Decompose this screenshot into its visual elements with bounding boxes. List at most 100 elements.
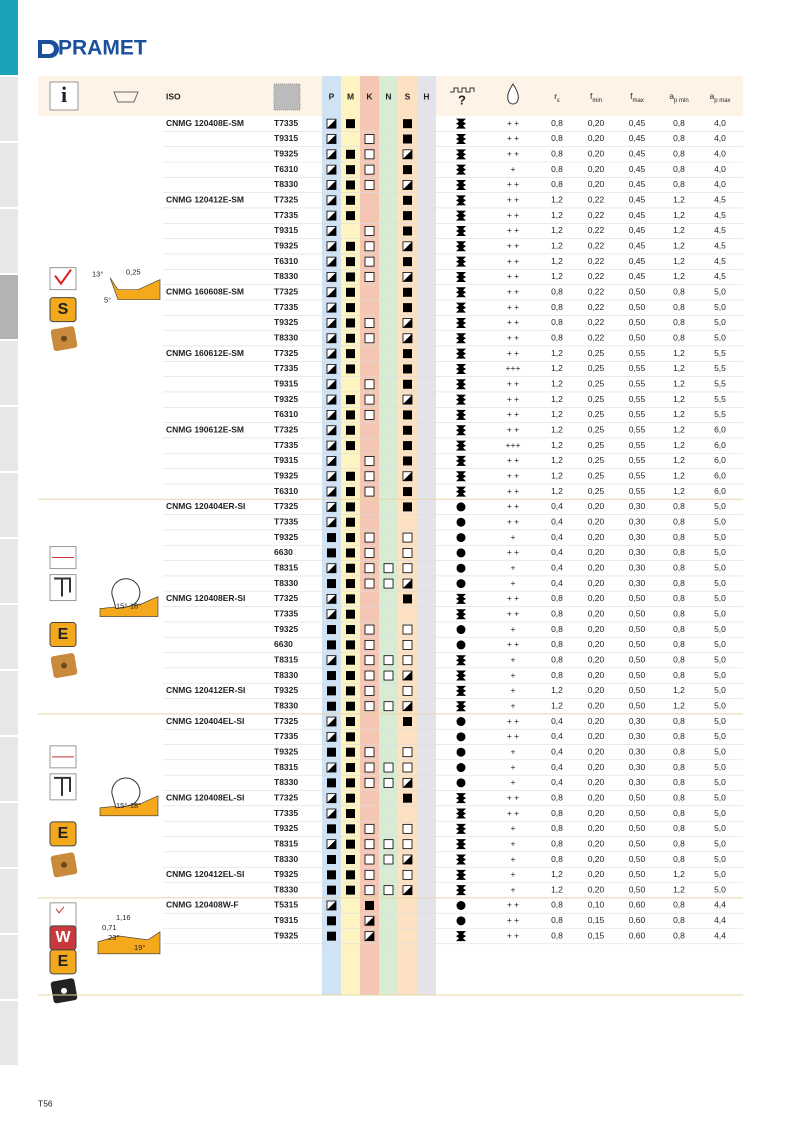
strip-segment: [0, 605, 18, 669]
strip-segment: [0, 539, 18, 603]
strip-segment: [0, 209, 18, 273]
grade-full: [346, 195, 355, 205]
grade-empty: [364, 318, 375, 328]
param-value: 0,55: [629, 425, 646, 435]
grade-empty: [402, 639, 413, 650]
grade-full: [403, 717, 412, 727]
param-value: 0,20: [588, 654, 605, 664]
param-value: 0,50: [629, 869, 646, 879]
param-value: 0,55: [629, 363, 646, 373]
grade: T9325: [274, 149, 298, 159]
grade: T9325: [274, 869, 298, 879]
param-value: 0,25: [588, 440, 605, 450]
strip-segment: [0, 737, 18, 801]
param-value: 0,45: [629, 133, 646, 143]
grade-full: [403, 379, 412, 389]
param-value: 0,50: [629, 685, 646, 695]
param-value: 0,50: [629, 639, 646, 649]
param-value: 4,4: [714, 930, 726, 940]
param-value: 0,30: [629, 501, 646, 511]
grade: T7335: [274, 363, 298, 373]
strip-segment: [0, 1001, 18, 1065]
tab-marker: [0, 0, 18, 75]
chip-shape: [456, 164, 466, 175]
grade-empty: [364, 839, 375, 850]
grade-half-fill: [403, 241, 412, 251]
grade-full: [403, 502, 412, 512]
chip-shape: [456, 348, 466, 359]
param-value: 0,8: [673, 854, 685, 864]
rating: + +: [507, 241, 519, 251]
grade-full: [327, 533, 336, 543]
material-header: N: [385, 91, 391, 101]
param-value: 0,8: [673, 608, 685, 618]
chip-circle: [456, 900, 466, 910]
param-value: 0,8: [673, 133, 685, 143]
param-value: 1,2: [673, 195, 685, 205]
grade: T7335: [274, 608, 298, 618]
grade-full: [346, 502, 355, 512]
param-value: 5,0: [714, 639, 726, 649]
chip-circle: [456, 517, 466, 527]
param-value: 5,0: [714, 302, 726, 312]
param-value: 0,22: [588, 210, 605, 220]
grade-half-fill: [327, 119, 336, 129]
iso-header: ISO: [166, 91, 181, 101]
grade-empty: [364, 747, 375, 758]
param-value: 1,2: [551, 379, 563, 389]
rating: + +: [507, 179, 519, 189]
chip-shape: [456, 425, 466, 436]
rating: + +: [507, 379, 519, 389]
param-value: 0,50: [629, 654, 646, 664]
grade-full: [346, 793, 355, 803]
grade-empty: [402, 823, 413, 834]
param-value: 0,8: [551, 133, 563, 143]
grade-half-fill: [403, 272, 412, 282]
param-value: 0,20: [588, 179, 605, 189]
chip-circle: [456, 717, 466, 727]
info-icon: [49, 81, 79, 111]
param-value: 0,30: [629, 731, 646, 741]
param-value: 0,30: [629, 777, 646, 787]
grade: T8330: [274, 884, 298, 894]
param-value: 0,4: [551, 731, 563, 741]
param-value: 6,0: [714, 486, 726, 496]
param-value: 6,0: [714, 425, 726, 435]
grade: T8315: [274, 838, 298, 848]
param-value: 0,25: [588, 363, 605, 373]
grade: T5315: [274, 900, 298, 910]
grade-empty: [364, 685, 375, 696]
param-value: 0,50: [629, 838, 646, 848]
param-value: 0,4: [551, 777, 563, 787]
chip-shape: [456, 333, 466, 344]
param-value: 4,5: [714, 195, 726, 205]
param-value: 0,45: [629, 149, 646, 159]
rating: + +: [507, 271, 519, 281]
param-value: 1,2: [551, 241, 563, 251]
strip-segment: [0, 935, 18, 999]
param-value: 0,50: [629, 823, 646, 833]
param-value: 5,0: [714, 716, 726, 726]
param-value: 0,60: [629, 915, 646, 925]
param-value: 1,2: [551, 210, 563, 220]
param-value: 0,20: [588, 823, 605, 833]
grade: T9325: [274, 624, 298, 634]
grade-full: [327, 747, 336, 757]
rating: + +: [507, 425, 519, 435]
rating: + +: [507, 792, 519, 802]
param-value: 0,4: [551, 532, 563, 542]
grade-half-fill: [403, 318, 412, 328]
grade-full: [346, 180, 355, 190]
grade-full: [346, 609, 355, 619]
chip-shape: [456, 256, 466, 267]
grade-empty: [364, 869, 375, 880]
grade-full: [346, 364, 355, 374]
param-value: 0,20: [588, 792, 605, 802]
badge-letter: E: [58, 626, 69, 643]
param-subscript: min: [592, 98, 602, 104]
param-symbol: r: [554, 91, 557, 101]
grade: T6310: [274, 164, 298, 174]
grade-full: [346, 747, 355, 757]
param-value: 0,22: [588, 333, 605, 343]
param-value: 0,55: [629, 471, 646, 481]
